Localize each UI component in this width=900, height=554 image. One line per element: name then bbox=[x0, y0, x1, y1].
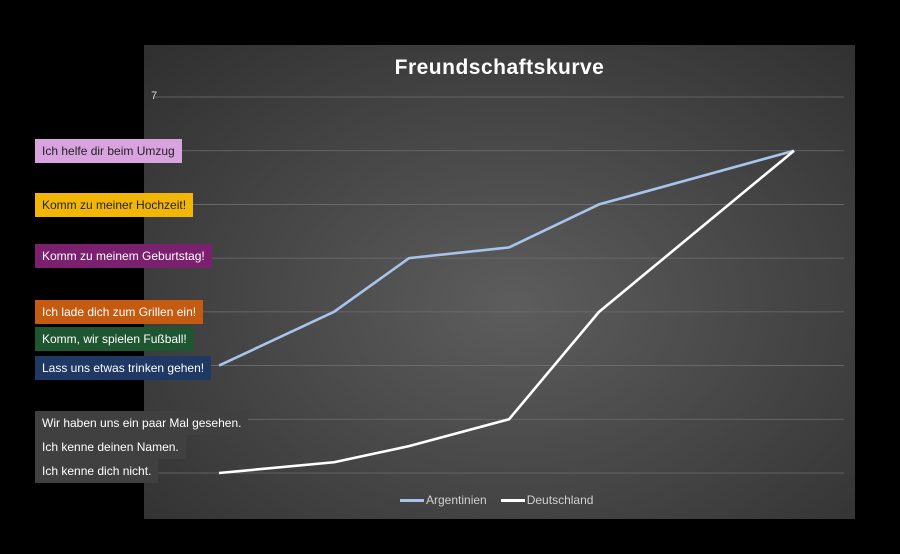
chart-svg bbox=[154, 96, 844, 475]
legend-swatch-argentinien bbox=[400, 498, 424, 502]
legend-swatch-deutschland bbox=[500, 498, 525, 502]
legend-item-deutschland: Deutschland bbox=[500, 493, 594, 507]
category-label-geburtstag: Komm zu meinem Geburtstag! bbox=[35, 244, 212, 268]
series-line-argentinien bbox=[218, 149, 795, 367]
category-label-hochzeit: Komm zu meiner Hochzeit! bbox=[35, 193, 194, 217]
category-label-trinken: Lass uns etwas trinken gehen! bbox=[35, 356, 212, 380]
category-label-umzug: Ich helfe dir beim Umzug bbox=[35, 139, 182, 163]
plot-area bbox=[144, 45, 855, 519]
category-label-grillen: Ich lade dich zum Grillen ein! bbox=[35, 300, 204, 324]
category-label-fussball: Komm, wir spielen Fußball! bbox=[35, 327, 194, 351]
category-label-namen: Ich kenne deinen Namen. bbox=[35, 435, 186, 459]
category-label-nicht: Ich kenne dich nicht. bbox=[35, 459, 159, 483]
legend-item-argentinien: Argentinien bbox=[400, 493, 487, 507]
legend-label-deutschland: Deutschland bbox=[526, 493, 594, 507]
category-label-gesehen: Wir haben uns ein paar Mal gesehen. bbox=[35, 411, 249, 435]
legend-label-argentinien: Argentinien bbox=[426, 493, 487, 507]
y-tick-label: 7 bbox=[151, 90, 158, 102]
series-line-deutschland bbox=[218, 149, 795, 475]
legend: Argentinien Deutschland bbox=[400, 493, 593, 507]
chart-title: Freundschaftskurve bbox=[394, 56, 605, 79]
